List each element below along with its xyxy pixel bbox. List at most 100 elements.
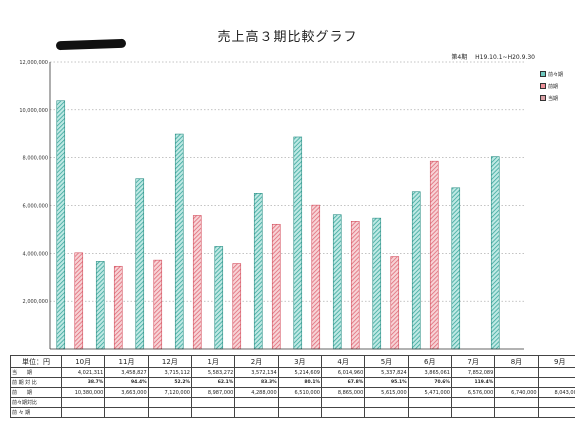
table-cell: 8,043,000 [537, 387, 575, 398]
y-tick-label: 10,000,000 [19, 108, 48, 114]
table-cell: 3,663,000 [104, 387, 149, 398]
current-row: 当 期 4,021,311 3,458,827 3,715,112 5,583,272 3… [10, 367, 575, 378]
bar-previous [56, 100, 66, 350]
table-cell: 6月 [407, 355, 452, 368]
y-tick-label: 8,000,000 [23, 156, 48, 162]
table-cell [407, 397, 452, 408]
table-cell [364, 397, 409, 408]
table-cell: 4月 [320, 355, 366, 368]
table-cell [320, 397, 366, 408]
legend-item: 前々期 [540, 68, 563, 80]
table-cell: 4,288,000 [234, 387, 279, 398]
table-cell: 3,572,134 [234, 367, 279, 378]
legend-label: 前々期 [548, 71, 564, 78]
table-cell: 5,337,824 [364, 367, 409, 378]
legend-label: 当期 [548, 95, 559, 102]
bar-current [311, 204, 321, 350]
table-cell [234, 407, 279, 418]
bar-previous [490, 156, 500, 350]
table-cell: 4,021,311 [60, 367, 106, 378]
previous-row: 前 期 10,380,000 3,663,000 7,120,000 8,987,000… [10, 387, 575, 398]
bar-previous [253, 193, 263, 350]
table-cell [537, 367, 575, 378]
bar-current [153, 259, 163, 350]
table-cell: 8,987,000 [190, 387, 236, 398]
table-cell: 70.6% [407, 377, 452, 388]
table-cell: 83.3% [234, 377, 279, 388]
row-header: 前々期対比 [10, 397, 62, 408]
table-cell: 6,740,000 [494, 387, 539, 398]
table-cell [147, 407, 192, 418]
legend-item: 当期 [540, 92, 563, 104]
table-cell: 5,583,272 [190, 367, 236, 378]
table-cell [364, 407, 409, 418]
y-tick-label: 6,000,000 [23, 204, 48, 210]
table-cell [60, 407, 106, 418]
month-row: 単位：円 10月 11月 12月 1月 2月 3月 4月 5月 6月 7月 8月 9月 [10, 355, 575, 368]
table-cell [494, 377, 539, 388]
bar-previous [451, 187, 461, 350]
prev2-row: 前 々 期 [10, 407, 575, 418]
bar-previous [411, 191, 421, 350]
table-cell [234, 397, 279, 408]
table-cell: 7,852,089 [450, 367, 496, 378]
bar-current [74, 252, 84, 350]
table-cell: 67.8% [320, 377, 366, 388]
table-cell: 3,715,112 [147, 367, 192, 378]
row-header: 前 期 対 比 [10, 377, 62, 388]
row-header: 単位：円 [10, 355, 62, 368]
table-cell: 3,458,827 [104, 367, 149, 378]
table-cell [147, 397, 192, 408]
table-cell: 3月 [277, 355, 322, 368]
legend: 前々期 前期 当期 [540, 68, 563, 104]
table-cell [277, 407, 322, 418]
period-label: 第4期 H19.10.1~H20.9.30 [451, 54, 535, 61]
chart-title: 売上高３期比較グラフ [217, 30, 358, 45]
table-cell: 52.2% [147, 377, 192, 388]
table-cell: 3,865,061 [407, 367, 452, 378]
bar-previous [372, 217, 382, 350]
table-cell: 9月 [537, 355, 575, 368]
legend-swatch [540, 71, 546, 77]
table-cell [407, 407, 452, 418]
table-cell [494, 397, 539, 408]
table-cell [450, 407, 496, 418]
bar-current [429, 160, 439, 350]
data-table: 単位：円 10月 11月 12月 1月 2月 3月 4月 5月 6月 7月 8月 9月当 期 4,021,… [10, 355, 575, 418]
bar-previous [135, 178, 145, 350]
table-cell [277, 397, 322, 408]
table-cell: 10,380,000 [60, 387, 106, 398]
y-tick-label: 12,000,000 [19, 60, 48, 66]
legend-swatch [540, 95, 546, 101]
y-tick-label: 4,000,000 [23, 251, 48, 257]
table-cell [104, 407, 149, 418]
legend-label: 前期 [548, 83, 559, 90]
table-cell [537, 377, 575, 388]
ratio2-row: 前々期対比 [10, 397, 575, 408]
table-cell [450, 397, 496, 408]
legend-item: 前期 [540, 80, 563, 92]
table-cell: 6,014,960 [320, 367, 366, 378]
table-cell: 8月 [494, 355, 539, 368]
table-cell: 11月 [104, 355, 149, 368]
table-cell: 8,865,000 [320, 387, 366, 398]
bar-current [232, 263, 242, 350]
table-cell: 6,510,000 [277, 387, 322, 398]
bar-current [192, 215, 202, 350]
table-cell: 95.1% [364, 377, 409, 388]
table-cell: 5月 [364, 355, 409, 368]
table-cell: 5,615,000 [364, 387, 409, 398]
table-cell: 1月 [190, 355, 236, 368]
table-cell: 5,471,000 [407, 387, 452, 398]
ratio-row: 前 期 対 比 38.7% 94.4% 52.2% 62.1% 83.3% 80.1% 67.… [10, 377, 575, 388]
table-cell: 38.7% [60, 377, 106, 388]
table-cell [104, 397, 149, 408]
table-cell: 6,576,000 [450, 387, 496, 398]
bar-previous [214, 246, 224, 350]
row-header: 当 期 [10, 367, 62, 378]
table-cell: 62.1% [190, 377, 236, 388]
bar-current [350, 221, 360, 350]
table-cell: 10月 [60, 355, 106, 368]
table-cell: 7月 [450, 355, 496, 368]
